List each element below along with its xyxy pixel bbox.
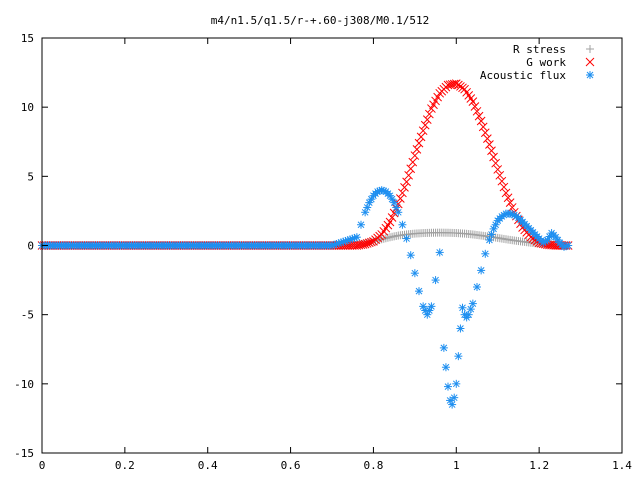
x-tick-label: 0	[39, 459, 46, 472]
data-point	[481, 249, 490, 258]
y-tick-label: -15	[14, 447, 34, 460]
data-point	[427, 302, 436, 311]
data-point	[456, 324, 465, 333]
data-point	[398, 188, 407, 198]
axis-ticks: 0 0.2 0.4 0.6 0.8 1 1.2 1.4 -15 -10 -5 0 5 10 15	[14, 32, 632, 472]
data-point	[497, 176, 507, 186]
data-point	[448, 400, 457, 409]
data-point	[367, 237, 376, 247]
data-point	[402, 177, 411, 187]
data-point	[476, 116, 486, 126]
data-point	[385, 217, 395, 227]
data-point	[468, 299, 477, 308]
data-point	[564, 241, 573, 250]
data-point	[485, 235, 494, 244]
data-point	[495, 170, 505, 180]
y-tick-label: 10	[21, 101, 34, 114]
data-point	[452, 379, 461, 388]
x-tick-label: 0.8	[363, 459, 383, 472]
data-point	[483, 134, 492, 143]
data-point	[352, 233, 361, 242]
series-1	[37, 79, 573, 250]
data-point	[478, 122, 488, 132]
data-point	[454, 352, 463, 361]
data-point	[505, 198, 515, 207]
data-point	[472, 106, 482, 116]
data-point	[398, 220, 407, 229]
data-point	[480, 128, 490, 138]
data-point	[406, 164, 416, 174]
y-tick-label: 15	[21, 32, 34, 45]
data-point	[468, 97, 478, 106]
x-tick-label: 0.6	[281, 459, 301, 472]
data-point	[470, 102, 480, 111]
data-point	[477, 266, 486, 275]
data-point	[406, 251, 415, 260]
data-point	[503, 193, 513, 203]
y-tick-label: -10	[14, 378, 34, 391]
data-point	[501, 188, 511, 198]
data-point	[493, 165, 503, 174]
data-point	[499, 182, 509, 192]
data-point	[458, 303, 467, 312]
data-point	[394, 208, 403, 217]
data-point	[361, 208, 370, 217]
data-point	[357, 220, 365, 229]
data-point	[464, 310, 473, 319]
data-point	[410, 151, 420, 160]
data-point	[439, 343, 448, 352]
data-point	[404, 170, 413, 180]
series-2	[38, 186, 573, 409]
data-point	[485, 140, 494, 149]
data-point	[410, 269, 419, 278]
data-point	[415, 287, 423, 296]
data-point	[450, 393, 459, 402]
data-point	[412, 145, 422, 154]
data-point	[416, 132, 426, 142]
data-point	[414, 138, 424, 148]
data-point	[507, 203, 517, 212]
data-point	[387, 213, 397, 222]
legend-label: G work	[526, 56, 566, 69]
data-point	[400, 183, 409, 192]
data-point	[491, 158, 500, 168]
x-tick-label: 0.2	[115, 459, 135, 472]
data-point	[545, 232, 554, 241]
data-point	[431, 276, 440, 285]
data-point	[396, 194, 405, 203]
data-point	[425, 109, 434, 119]
data-point	[487, 146, 496, 156]
data-point	[474, 111, 484, 121]
y-tick-label: 0	[27, 240, 34, 253]
x-tick-label: 1.2	[529, 459, 549, 472]
x-tick-label: 0.4	[198, 459, 218, 472]
data-point	[441, 363, 450, 372]
data-point	[489, 152, 498, 162]
x-tick-label: 1.4	[612, 459, 632, 472]
data-point	[444, 382, 452, 391]
x-tick-label: 1	[453, 459, 460, 472]
data-point	[422, 115, 432, 124]
data-point	[418, 126, 428, 136]
data-point	[402, 234, 411, 243]
data-point	[408, 157, 418, 167]
data-point	[420, 120, 430, 130]
data-point	[489, 224, 498, 233]
legend-marker	[586, 71, 594, 79]
data-point	[473, 283, 481, 291]
legend-label: Acoustic flux	[480, 69, 566, 82]
y-tick-label: 5	[27, 170, 34, 183]
chart-title: m4/n1.5/q1.5/r-+.60-j308/M0.1/512	[211, 14, 430, 27]
legend-marker	[586, 45, 594, 53]
y-tick-label: -5	[21, 309, 34, 322]
legend-marker	[585, 57, 595, 67]
legend-label: R stress	[513, 43, 566, 56]
chart-marks	[37, 79, 573, 409]
data-point	[435, 248, 444, 257]
